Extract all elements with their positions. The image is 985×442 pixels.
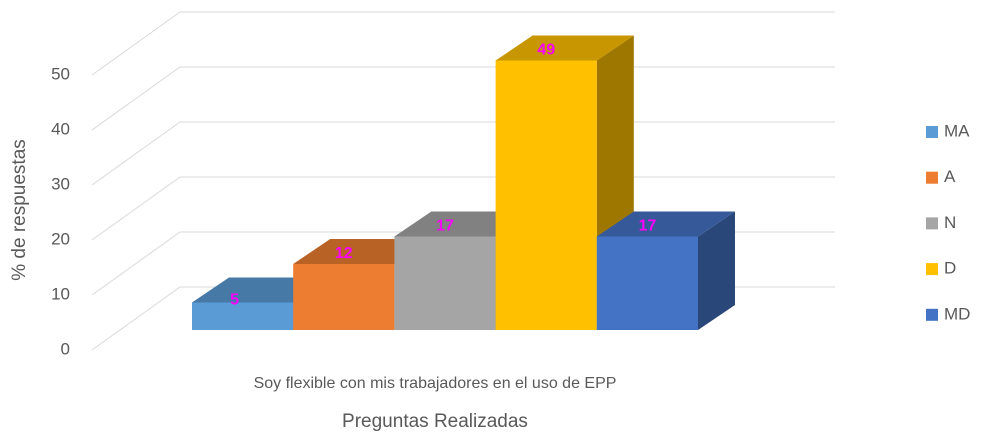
legend-label: A [944,167,956,186]
legend-label: D [944,259,956,278]
bar-top [495,35,634,61]
y-tick-label: 50 [51,64,70,83]
legend-label: MD [944,304,970,323]
grid-line [91,66,835,131]
data-label: 5 [230,292,239,309]
grid-line [91,121,835,186]
y-tick-label: 10 [51,284,70,303]
data-label: 17 [436,218,454,235]
bar [394,236,496,330]
legend-swatch [926,308,938,321]
bar [293,264,395,330]
legend-swatch [926,171,938,184]
legend-label: MA [944,121,970,140]
legend-swatch [926,217,938,230]
bar [596,236,698,330]
bar [192,302,294,330]
legend-swatch [926,263,938,276]
data-label: 17 [639,218,657,235]
bar-top [596,211,735,237]
legend-label: N [944,213,956,232]
data-label: 49 [537,42,555,59]
bar [495,60,597,330]
legend-swatch [926,126,938,138]
data-label: 12 [335,245,353,262]
y-tick-label: 30 [51,174,70,193]
x-category-label: Soy flexible con mis trabajadores en el … [254,375,617,392]
y-tick-label: 20 [51,229,70,248]
grid-line [91,11,835,76]
y-tick-label: 40 [51,119,70,138]
bar-side [698,211,735,330]
x-axis-title: Preguntas Realizadas [342,411,528,432]
y-axis-title: % de respuestas [9,139,30,281]
y-tick-label: 0 [61,339,70,358]
